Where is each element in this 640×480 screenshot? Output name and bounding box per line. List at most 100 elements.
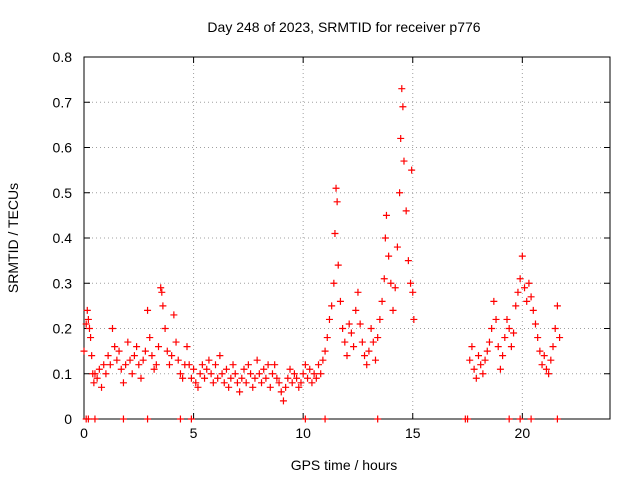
data-point [400,157,408,165]
data-point [288,379,296,387]
data-point [523,297,531,305]
data-point [477,361,485,369]
data-point [333,198,341,206]
data-point [135,361,143,369]
data-point [148,352,156,360]
data-point [549,343,557,351]
data-point [553,302,561,310]
data-point [207,370,215,378]
data-point [343,352,351,360]
data-point [525,279,533,287]
data-point [341,338,349,346]
data-point [301,415,309,423]
data-point [387,279,395,287]
data-point [315,361,323,369]
data-point [345,320,353,328]
data-point [382,211,390,219]
data-point [174,356,182,364]
y-tick-label: 0.7 [53,94,73,110]
data-point [306,365,314,373]
data-point [398,85,406,93]
data-point [222,365,230,373]
data-point [361,352,369,360]
y-tick-label: 0.6 [53,140,73,156]
y-axis-label: SRMTID / TECUs [5,183,21,293]
data-point [516,275,524,283]
data-point [299,370,307,378]
data-point [141,347,149,355]
data-point [225,383,233,391]
data-point [505,325,513,332]
data-point [534,334,542,342]
data-point [393,243,401,251]
data-point [391,284,399,292]
data-point [304,374,312,382]
data-point [512,302,520,310]
data-point [374,415,382,423]
data-point [367,325,375,332]
data-point [330,279,338,287]
data-point [87,334,95,342]
data-point [389,306,397,314]
data-markers [80,85,564,423]
data-point [203,365,211,373]
chart-title: Day 248 of 2023, SRMTID for receiver p77… [207,19,480,35]
data-point [310,370,318,378]
data-point [410,315,418,323]
data-point [321,415,329,423]
data-point [155,343,163,351]
data-point [481,356,489,364]
data-point [93,374,101,382]
data-point [527,293,535,301]
data-point [172,338,180,346]
data-point [328,302,336,310]
data-point [273,374,281,382]
data-point [137,374,145,382]
data-point [238,374,246,382]
data-point [85,325,93,332]
data-point [510,329,518,337]
data-point [358,338,366,346]
data-point [317,370,325,378]
data-point [249,383,257,391]
data-point [98,383,106,391]
data-point [88,352,96,360]
data-point [301,361,309,369]
data-point [408,166,416,174]
data-point [209,379,217,387]
data-point [485,338,493,346]
data-point [293,374,301,382]
data-point [475,352,482,360]
data-point [253,356,261,364]
data-point [190,365,198,373]
data-point [542,365,550,373]
data-point [374,334,382,342]
data-point [319,356,327,364]
data-point [158,288,166,296]
data-point [271,361,279,369]
data-point [290,370,298,378]
data-point [124,338,132,346]
data-point [201,374,209,382]
data-point [139,356,147,364]
data-point [176,415,184,423]
data-point [492,315,500,323]
data-point [240,365,248,373]
data-point [350,343,358,351]
x-tick-label: 0 [80,425,88,441]
data-point [277,388,285,396]
data-point [236,388,244,396]
data-point [536,347,544,355]
y-tick-label: 0.4 [53,230,73,246]
y-tick-label: 0.8 [53,49,73,65]
chart-grid [84,57,610,419]
data-point [531,320,539,328]
data-point [266,383,274,391]
y-tick-label: 0.3 [53,275,73,291]
data-point [183,343,191,351]
data-point [325,315,333,323]
data-point [231,370,239,378]
data-point [106,361,114,369]
axis-ticks [83,56,610,420]
data-point [242,379,250,387]
